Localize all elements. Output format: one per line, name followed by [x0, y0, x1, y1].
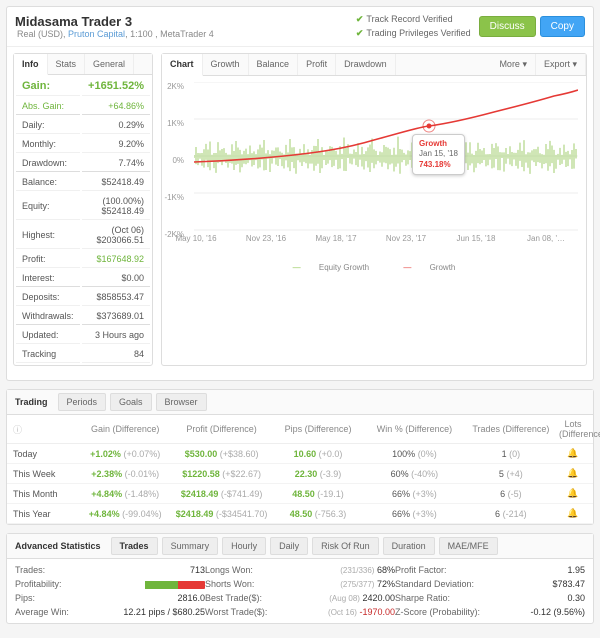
account-subtitle: Real (USD), Pruton Capital, 1:100 , Meta…	[17, 29, 214, 39]
info-row: Gain:+1651.52%	[16, 77, 150, 96]
advanced-stats-panel: Advanced Statistics TradesSummaryHourlyD…	[6, 533, 594, 624]
x-tick: May 18, '17	[315, 234, 356, 243]
trading-label: Trading	[7, 392, 56, 412]
info-row: Balance:$52418.49	[16, 174, 150, 191]
profitability-bar	[145, 581, 205, 589]
stats-row: Z-Score (Probability):-0.12 (9.56%)	[395, 605, 585, 619]
tab-info[interactable]: Info	[14, 54, 48, 75]
stats-row: Average Win:12.21 pips / $680.25	[15, 605, 205, 619]
stats-tab[interactable]: Risk Of Run	[312, 537, 379, 555]
trading-row: Today +1.02% (+0.07%) $530.00 (+$38.60) …	[7, 444, 593, 464]
info-row: Abs. Gain:+64.86%	[16, 98, 150, 115]
stats-tab[interactable]: Trades	[111, 537, 158, 555]
stats-row: Standard Deviation:$783.47	[395, 577, 585, 591]
info-row: Drawdown:7.74%	[16, 155, 150, 172]
y-tick: -1K%	[164, 193, 184, 202]
info-row: Deposits:$858553.47	[16, 289, 150, 306]
y-tick: 1K%	[164, 119, 184, 128]
y-tick: 2K%	[164, 82, 184, 91]
x-tick: Jun 15, '18	[457, 234, 496, 243]
info-row: Tracking84	[16, 346, 150, 363]
stats-tab[interactable]: Daily	[270, 537, 308, 555]
account-title: Midasama Trader 3	[15, 14, 214, 29]
info-row: Daily:0.29%	[16, 117, 150, 134]
info-row: Equity:(100.00%) $52418.49	[16, 193, 150, 220]
stats-row: Profit Factor:1.95	[395, 563, 585, 577]
help-icon[interactable]: ⓘ	[13, 425, 22, 435]
stats-tab[interactable]: Duration	[383, 537, 435, 555]
trading-row: This Week +2.38% (-0.01%) $1220.58 (+$22…	[7, 464, 593, 484]
check-icon: ✔	[356, 14, 364, 24]
bell-icon[interactable]: 🔔	[559, 448, 587, 459]
x-tick: Nov 23, '17	[386, 234, 426, 243]
export-dropdown[interactable]: Export ▾	[536, 54, 586, 75]
stats-tab[interactable]: MAE/MFE	[439, 537, 498, 555]
stats-row: Best Trade($):(Aug 08) 2420.00	[205, 591, 395, 605]
info-row: Profit:$167648.92	[16, 251, 150, 268]
info-table: Gain:+1651.52% Abs. Gain:+64.86% Daily:0.2…	[14, 75, 152, 365]
info-row: Highest:(Oct 06) $203066.51	[16, 222, 150, 249]
x-tick: Jan 08, '…	[527, 234, 565, 243]
broker-link[interactable]: Pruton Capital	[68, 29, 125, 39]
tab-chart[interactable]: Chart	[162, 54, 203, 76]
info-panel: Info Stats General Gain:+1651.52% Abs. Ga…	[13, 53, 153, 366]
stats-row: Shorts Won:(275/377) 72%	[205, 577, 395, 591]
bell-icon[interactable]: 🔔	[559, 468, 587, 479]
chart-panel: Chart Growth Balance Profit Drawdown Mor…	[161, 53, 587, 366]
y-tick: 0%	[164, 156, 184, 165]
stats-label: Advanced Statistics	[7, 536, 109, 556]
stats-row: Worst Trade($):(Oct 16) -1970.00	[205, 605, 395, 619]
bell-icon[interactable]: 🔔	[559, 508, 587, 519]
more-dropdown[interactable]: More ▾	[491, 54, 536, 75]
tab-growth[interactable]: Growth	[203, 54, 249, 75]
stats-row: Pips:2816.0	[15, 591, 205, 605]
trading-panel: Trading Periods Goals Browser ⓘ Gain (Di…	[6, 389, 594, 525]
tab-drawdown[interactable]: Drawdown	[336, 54, 396, 75]
x-tick: May 10, '16	[175, 234, 216, 243]
stats-row: Sharpe Ratio:0.30	[395, 591, 585, 605]
stats-row: Profitability:	[15, 577, 205, 591]
chart-tooltip: Growth Jan 15, '18 743.18%	[412, 134, 465, 175]
copy-button[interactable]: Copy	[540, 16, 585, 37]
tab-stats[interactable]: Stats	[48, 54, 86, 74]
verification-badges: ✔Track Record Verified ✔Trading Privileg…	[356, 13, 471, 40]
tab-general[interactable]: General	[85, 54, 134, 74]
info-row: Interest:$0.00	[16, 270, 150, 287]
x-tick: Nov 23, '16	[246, 234, 286, 243]
tab-periods[interactable]: Periods	[58, 393, 107, 411]
check-icon: ✔	[356, 28, 364, 38]
info-row: Monthly:9.20%	[16, 136, 150, 153]
bell-icon[interactable]: 🔔	[559, 488, 587, 499]
discuss-button[interactable]: Discuss	[479, 16, 536, 37]
header-panel: Midasama Trader 3 Real (USD), Pruton Cap…	[6, 6, 594, 381]
tab-goals[interactable]: Goals	[110, 393, 152, 411]
trading-header-row: ⓘ Gain (Difference) Profit (Difference) …	[7, 415, 593, 444]
info-row: Withdrawals:$373689.01	[16, 308, 150, 325]
tab-browser[interactable]: Browser	[156, 393, 207, 411]
stats-tab[interactable]: Hourly	[222, 537, 266, 555]
stats-row: Trades:713	[15, 563, 205, 577]
trading-row: This Month +4.84% (-1.48%) $2418.49 (-$7…	[7, 484, 593, 504]
tab-balance[interactable]: Balance	[249, 54, 299, 75]
stats-tab[interactable]: Summary	[162, 537, 219, 555]
trading-row: This Year +4.84% (-99.04%) $2418.49 (-$3…	[7, 504, 593, 524]
info-row: Updated:3 Hours ago	[16, 327, 150, 344]
chart-area[interactable]: 2K%1K%0%-1K%-2K% May 10, '16Nov 23, '16M…	[162, 76, 586, 261]
tab-profit[interactable]: Profit	[298, 54, 336, 75]
chart-legend: — Equity Growth — Growth	[162, 261, 586, 274]
stats-row: Longs Won:(231/336) 68%	[205, 563, 395, 577]
